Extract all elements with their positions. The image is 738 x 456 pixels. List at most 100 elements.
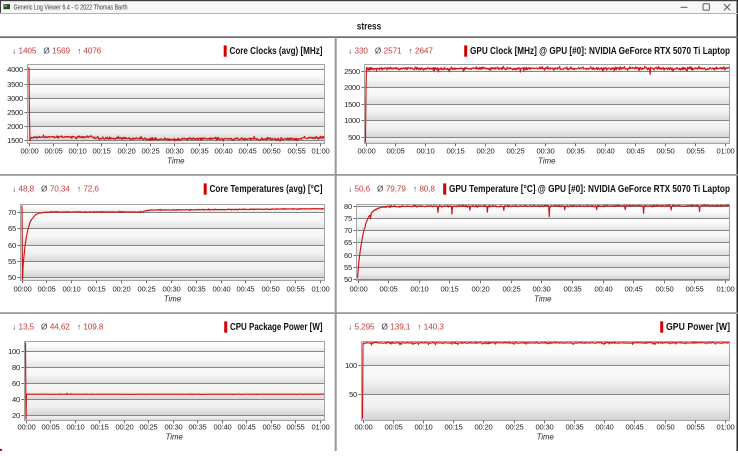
- svg-text:00:10: 00:10: [62, 285, 80, 294]
- svg-text:00:50: 00:50: [656, 423, 674, 432]
- svg-text:00:45: 00:45: [236, 285, 254, 294]
- svg-text:stress: stress: [357, 22, 382, 33]
- svg-text:00:30: 00:30: [165, 147, 183, 156]
- svg-text:00:35: 00:35: [190, 147, 208, 156]
- svg-text:60: 60: [8, 241, 16, 250]
- svg-text:00:45: 00:45: [626, 147, 644, 156]
- svg-text:GPU Power [W]: GPU Power [W]: [666, 322, 730, 333]
- svg-text:00:30: 00:30: [164, 423, 182, 432]
- svg-text:00:00: 00:00: [357, 147, 375, 156]
- svg-text:00:10: 00:10: [416, 147, 434, 156]
- svg-text:00:05: 00:05: [41, 423, 59, 432]
- svg-text:00:50: 00:50: [655, 285, 673, 294]
- svg-text:00:30: 00:30: [532, 285, 550, 294]
- svg-text:00:25: 00:25: [506, 147, 524, 156]
- svg-text:2000: 2000: [344, 83, 360, 92]
- svg-text:00:40: 00:40: [214, 147, 232, 156]
- svg-text:00:45: 00:45: [237, 423, 255, 432]
- svg-text:4000: 4000: [7, 65, 23, 74]
- svg-text:00:10: 00:10: [68, 147, 86, 156]
- svg-text:3000: 3000: [7, 94, 23, 103]
- svg-text:500: 500: [348, 133, 360, 142]
- svg-text:Core Clocks (avg) [MHz]: Core Clocks (avg) [MHz]: [230, 46, 323, 57]
- svg-text:00:10: 00:10: [414, 423, 432, 432]
- svg-text:00:40: 00:40: [595, 423, 613, 432]
- svg-text:00:45: 00:45: [238, 147, 256, 156]
- svg-text:Time: Time: [167, 156, 185, 165]
- svg-text:00:35: 00:35: [565, 423, 583, 432]
- svg-text:00:25: 00:25: [139, 423, 157, 432]
- svg-text:00:50: 00:50: [262, 147, 280, 156]
- svg-text:00:40: 00:40: [213, 423, 231, 432]
- svg-text:Time: Time: [534, 294, 552, 303]
- svg-text:00:40: 00:40: [212, 285, 230, 294]
- svg-text:80: 80: [344, 202, 352, 211]
- svg-text:00:15: 00:15: [440, 285, 458, 294]
- svg-text:00:20: 00:20: [112, 285, 130, 294]
- svg-text:00:25: 00:25: [502, 285, 520, 294]
- svg-text:GPU Clock [MHz] @ GPU [#0]: NV: GPU Clock [MHz] @ GPU [#0]: NVIDIA GeFor…: [470, 46, 730, 57]
- svg-text:01:00: 01:00: [311, 147, 329, 156]
- svg-text:Core Temperatures (avg) [°C]: Core Temperatures (avg) [°C]: [210, 184, 323, 195]
- svg-text:00:15: 00:15: [446, 147, 464, 156]
- svg-text:00:55: 00:55: [287, 147, 305, 156]
- svg-text:00:35: 00:35: [188, 423, 206, 432]
- svg-text:00:15: 00:15: [90, 423, 108, 432]
- svg-text:60: 60: [12, 379, 20, 388]
- svg-text:55: 55: [8, 257, 16, 266]
- svg-text:Generic Log Viewer 6.4 - © 202: Generic Log Viewer 6.4 - © 2022 Thomas B…: [14, 3, 128, 12]
- svg-text:00:50: 00:50: [261, 285, 279, 294]
- svg-text:00:20: 00:20: [115, 423, 133, 432]
- svg-text:00:20: 00:20: [117, 147, 135, 156]
- svg-text:50: 50: [8, 273, 16, 282]
- svg-text:70: 70: [8, 208, 16, 217]
- svg-text:00:30: 00:30: [536, 147, 554, 156]
- svg-text:01:00: 01:00: [716, 285, 734, 294]
- svg-text:00:00: 00:00: [13, 285, 31, 294]
- svg-text:00:50: 00:50: [656, 147, 674, 156]
- svg-text:GPU Temperature [°C] @ GPU [#0: GPU Temperature [°C] @ GPU [#0]: NVIDIA …: [449, 184, 730, 195]
- svg-text:Time: Time: [537, 432, 555, 441]
- svg-text:00:55: 00:55: [686, 423, 704, 432]
- svg-text:00:25: 00:25: [137, 285, 155, 294]
- svg-text:1500: 1500: [344, 100, 360, 109]
- svg-text:00:25: 00:25: [141, 147, 159, 156]
- svg-text:00:00: 00:00: [349, 285, 367, 294]
- svg-text:00:55: 00:55: [685, 285, 703, 294]
- svg-text:2500: 2500: [7, 108, 23, 117]
- svg-text:00:20: 00:20: [474, 423, 492, 432]
- svg-text:00:45: 00:45: [625, 423, 643, 432]
- svg-text:00:45: 00:45: [624, 285, 642, 294]
- svg-text:60: 60: [344, 251, 352, 260]
- svg-text:00:50: 00:50: [262, 423, 280, 432]
- svg-text:70: 70: [344, 226, 352, 235]
- svg-text:00:00: 00:00: [354, 423, 372, 432]
- svg-text:00:05: 00:05: [386, 147, 404, 156]
- svg-text:00:40: 00:40: [596, 147, 614, 156]
- svg-text:2000: 2000: [7, 122, 23, 131]
- svg-text:55: 55: [344, 263, 352, 272]
- svg-text:75: 75: [344, 214, 352, 223]
- svg-text:00:05: 00:05: [44, 147, 62, 156]
- svg-text:00:05: 00:05: [379, 285, 397, 294]
- svg-text:00:30: 00:30: [535, 423, 553, 432]
- svg-text:00:55: 00:55: [286, 285, 304, 294]
- svg-text:3500: 3500: [7, 80, 23, 89]
- svg-text:00:35: 00:35: [187, 285, 205, 294]
- svg-text:50: 50: [344, 275, 352, 284]
- svg-text:00:20: 00:20: [471, 285, 489, 294]
- svg-text:00:00: 00:00: [17, 423, 35, 432]
- svg-text:20: 20: [12, 411, 20, 420]
- svg-text:100: 100: [345, 361, 357, 370]
- svg-text:65: 65: [344, 238, 352, 247]
- svg-text:00:15: 00:15: [87, 285, 105, 294]
- svg-text:00:40: 00:40: [594, 285, 612, 294]
- svg-text:CPU Package Power [W]: CPU Package Power [W]: [230, 322, 323, 333]
- svg-text:01:00: 01:00: [311, 285, 329, 294]
- svg-text:00:00: 00:00: [20, 147, 38, 156]
- svg-text:01:00: 01:00: [716, 423, 734, 432]
- svg-text:00:55: 00:55: [686, 147, 704, 156]
- svg-text:00:10: 00:10: [66, 423, 84, 432]
